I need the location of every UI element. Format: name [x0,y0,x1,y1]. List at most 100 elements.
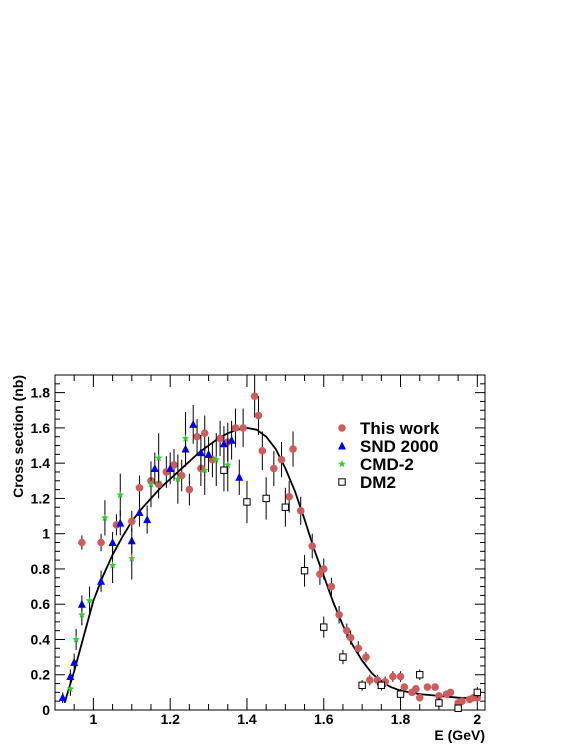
series-this-work [78,375,482,707]
data-point [170,461,178,469]
data-point [377,681,386,690]
data-point [166,463,175,472]
data-point [58,693,67,702]
data-point [285,492,293,501]
data-point [101,513,109,522]
x-axis-title: E (GeV) [434,727,485,743]
data-point [77,599,86,608]
data-point [97,576,106,585]
data-point [396,690,405,698]
data-point [458,697,466,705]
data-point [415,693,424,702]
legend-label: DM2 [360,473,396,492]
data-point [193,432,201,441]
data-point [339,653,347,661]
data-point [174,475,182,483]
data-point [127,517,136,526]
data-point [262,494,270,503]
data-point [189,419,198,428]
data-point [366,676,374,684]
data-point [220,466,228,474]
data-point [342,626,351,635]
data-point [289,445,297,453]
data-point [216,434,224,443]
data-point [254,411,263,420]
data-point [412,685,420,693]
axis-ticks [54,374,485,711]
data-point [327,582,336,591]
data-point [78,610,86,618]
data-point [212,455,221,463]
data-point [231,424,240,432]
y-tick-label: 1.2 [31,490,51,506]
data-point [446,688,455,697]
data-point [308,542,317,550]
data-point [396,672,405,681]
x-tick-label: 1.4 [237,711,257,727]
data-point [423,683,432,691]
data-point [258,447,267,455]
y-tick-label: 0.2 [31,667,51,683]
x-tick-label: 2 [473,711,481,727]
data-point [431,683,439,691]
data-point [204,449,213,458]
x-tick-label: 1.6 [314,711,334,727]
data-point [281,503,290,511]
data-point [135,484,144,492]
y-tick-labels: 0 0.2 0.4 0.6 0.8 1 1.2 1.4 1.6 1.8 [31,385,51,718]
data-point [135,508,144,517]
y-tick-label: 0.6 [31,596,51,612]
data-point [389,672,397,681]
y-tick-label: 0 [42,702,50,718]
data-point [358,681,366,690]
data-point [473,688,482,697]
data-point [346,633,355,642]
data-point [296,506,305,515]
data-point [66,672,75,680]
data-point [200,429,209,437]
data-point [316,570,324,579]
data-point [454,704,462,712]
series-cmd-2 [66,412,232,696]
y-tick-label: 1.6 [31,420,51,436]
data-point [300,567,309,575]
data-point [70,657,79,666]
data-point [200,466,209,474]
data-point [185,485,194,494]
legend-marker [338,424,346,432]
x-tick-label: 1.8 [391,711,411,727]
data-point [116,490,125,499]
y-axis-title: Cross section (nb) [10,375,26,498]
data-point [319,565,328,573]
data-point [116,518,125,527]
data-point [400,683,409,691]
data-point [154,480,163,489]
series-snd-2000 [58,404,244,703]
data-point [250,392,259,400]
data-point [78,538,86,547]
data-point [150,463,159,472]
x-tick-label: 1.2 [160,711,180,727]
series-layer [58,375,482,712]
data-point [177,471,186,480]
data-point [154,453,163,462]
y-tick-label: 0.8 [31,561,51,577]
data-point [239,424,247,432]
data-point [196,448,205,457]
series-dm2 [220,449,482,712]
x-tick-label: 1 [89,711,97,727]
data-point [235,472,244,481]
data-point [147,480,155,488]
legend-marker [338,441,346,450]
y-tick-label: 1 [42,526,50,542]
x-tick-labels: 1 1.2 1.4 1.6 1.8 2 [89,711,481,727]
data-point [219,439,228,448]
data-point [224,460,232,469]
data-point [320,623,328,631]
data-point [143,515,152,524]
data-point [108,538,117,546]
data-point [435,692,443,700]
data-point [66,684,75,693]
